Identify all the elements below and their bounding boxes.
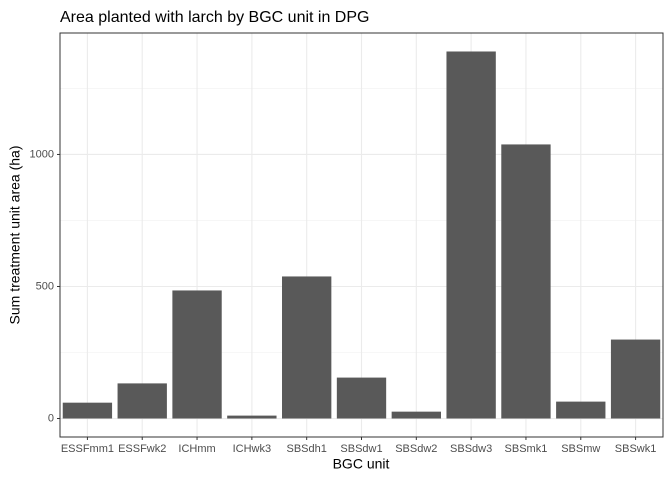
- bar: [610, 339, 661, 419]
- x-axis-title: BGC unit: [333, 456, 390, 472]
- x-tick-label: SBSmw: [561, 443, 600, 455]
- bar: [282, 276, 332, 419]
- panel-border: [59, 32, 664, 438]
- x-tick-label: ESSFwk2: [118, 443, 166, 455]
- y-tick-label: 0: [48, 412, 54, 424]
- x-tick-label: SBSwk1: [615, 443, 657, 455]
- bar: [117, 383, 167, 419]
- bar: [172, 290, 222, 419]
- bar: [62, 402, 113, 419]
- x-tick-label: SBSdh1: [286, 443, 326, 455]
- bar: [336, 377, 387, 419]
- x-tick-label: ESSFmm1: [61, 443, 114, 455]
- bar: [556, 401, 606, 419]
- x-tick-label: ICHwk3: [233, 443, 272, 455]
- x-tick-label: ICHmm: [178, 443, 215, 455]
- y-tick-label: 500: [36, 280, 54, 292]
- y-axis-title: Sum treatment unit area (ha): [7, 146, 23, 325]
- bar: [446, 51, 496, 419]
- y-tick-label: 1000: [30, 148, 54, 160]
- x-tick-label: SBSdw3: [450, 443, 492, 455]
- x-tick-label: SBSmk1: [505, 443, 548, 455]
- x-tick-label: SBSdw2: [395, 443, 437, 455]
- x-tick-label: SBSdw1: [340, 443, 382, 455]
- bar: [227, 415, 277, 419]
- bar: [391, 411, 441, 419]
- chart-title: Area planted with larch by BGC unit in D…: [60, 9, 369, 26]
- bar: [501, 144, 551, 419]
